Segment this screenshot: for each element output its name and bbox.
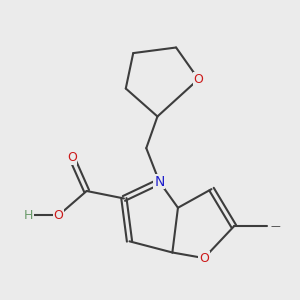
Text: O: O (54, 209, 64, 222)
Text: H: H (22, 209, 32, 222)
Text: N: N (154, 175, 164, 189)
Text: O: O (194, 73, 203, 86)
Text: H: H (24, 209, 34, 222)
Text: O: O (199, 252, 209, 265)
Text: O: O (67, 151, 77, 164)
Text: —: — (270, 221, 280, 231)
